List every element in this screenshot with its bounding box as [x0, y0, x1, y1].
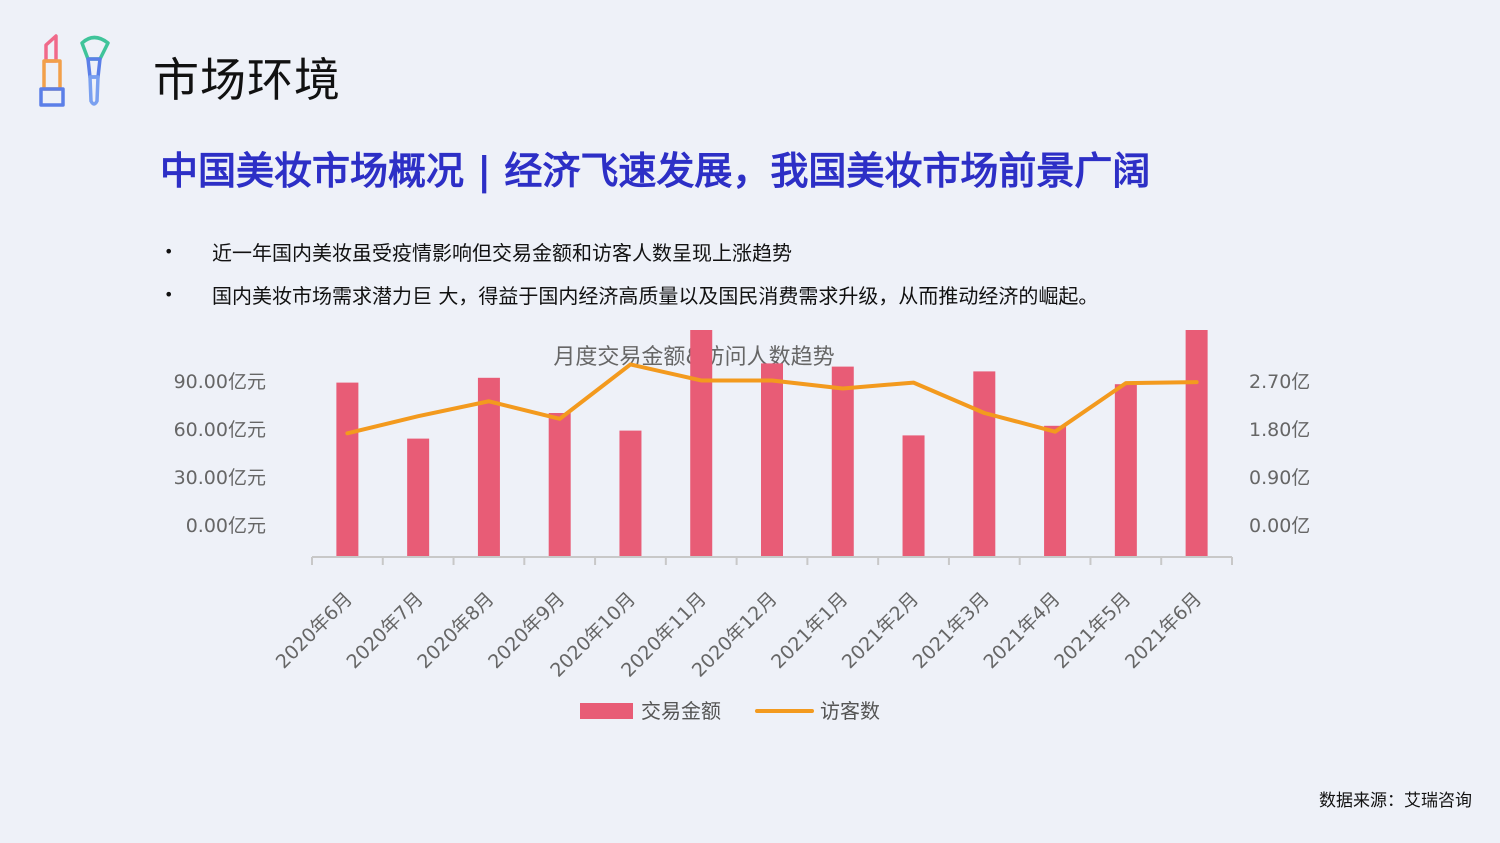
headline: 中国美妆市场概况 | 经济飞速发展，我国美妆市场前景广阔	[160, 149, 1151, 193]
lipstick-icon	[39, 34, 65, 107]
makeup-brush-icon	[80, 35, 110, 106]
y-right-tick-label: 1.80亿	[1249, 419, 1310, 441]
bar	[1044, 425, 1067, 557]
x-tick-label: 2021年6月	[1121, 588, 1206, 673]
bullet-list: • 近一年国内美妆虽受疫情影响但交易金额和访客人数呈现上涨趋势 • 国内美妆市场…	[164, 230, 1098, 316]
bullet-dot-icon: •	[164, 285, 174, 304]
bullet-text: 国内美妆市场需求潜力巨 大，得益于国内经济高质量以及国民消费需求升级，从而推动经…	[212, 284, 1099, 308]
source-note: 数据来源：艾瑞咨询	[1319, 791, 1472, 811]
legend-label: 交易金额	[641, 699, 721, 723]
bullet-item: • 近一年国内美妆虽受疫情影响但交易金额和访客人数呈现上涨趋势	[164, 230, 1098, 273]
y-left-tick-label: 0.00亿元	[186, 515, 266, 537]
y-left-tick-label: 30.00亿元	[174, 467, 266, 489]
bullet-text: 近一年国内美妆虽受疫情影响但交易金额和访客人数呈现上涨趋势	[212, 241, 792, 265]
bar	[973, 371, 996, 557]
y-left-tick-label: 60.00亿元	[174, 419, 266, 441]
lipstick-brush-logo-icon	[39, 34, 110, 107]
legend-bar-swatch	[580, 703, 633, 719]
bar	[1185, 330, 1208, 557]
bar	[619, 430, 642, 557]
bar	[477, 377, 500, 557]
combo-chart: 月度交易金额&访问人数趋势90.00亿元60.00亿元30.00亿元0.00亿元…	[174, 330, 1310, 723]
page-title: 市场环境	[153, 53, 341, 107]
bar	[548, 413, 571, 557]
y-right-tick-label: 2.70亿	[1249, 371, 1310, 393]
y-right-tick-label: 0.00亿	[1249, 515, 1310, 537]
bar	[336, 382, 359, 557]
bar	[690, 330, 713, 557]
bar	[902, 435, 925, 557]
bullet-dot-icon: •	[164, 242, 174, 261]
y-right-tick-label: 0.90亿	[1249, 467, 1310, 489]
bullet-item: • 国内美妆市场需求潜力巨 大，得益于国内经济高质量以及国民消费需求升级，从而推…	[164, 273, 1098, 316]
bar	[761, 363, 783, 557]
bar	[407, 438, 430, 557]
y-left-tick-label: 90.00亿元	[174, 371, 266, 393]
bar	[1114, 384, 1137, 557]
bar	[831, 366, 854, 557]
legend-label: 访客数	[820, 699, 880, 723]
